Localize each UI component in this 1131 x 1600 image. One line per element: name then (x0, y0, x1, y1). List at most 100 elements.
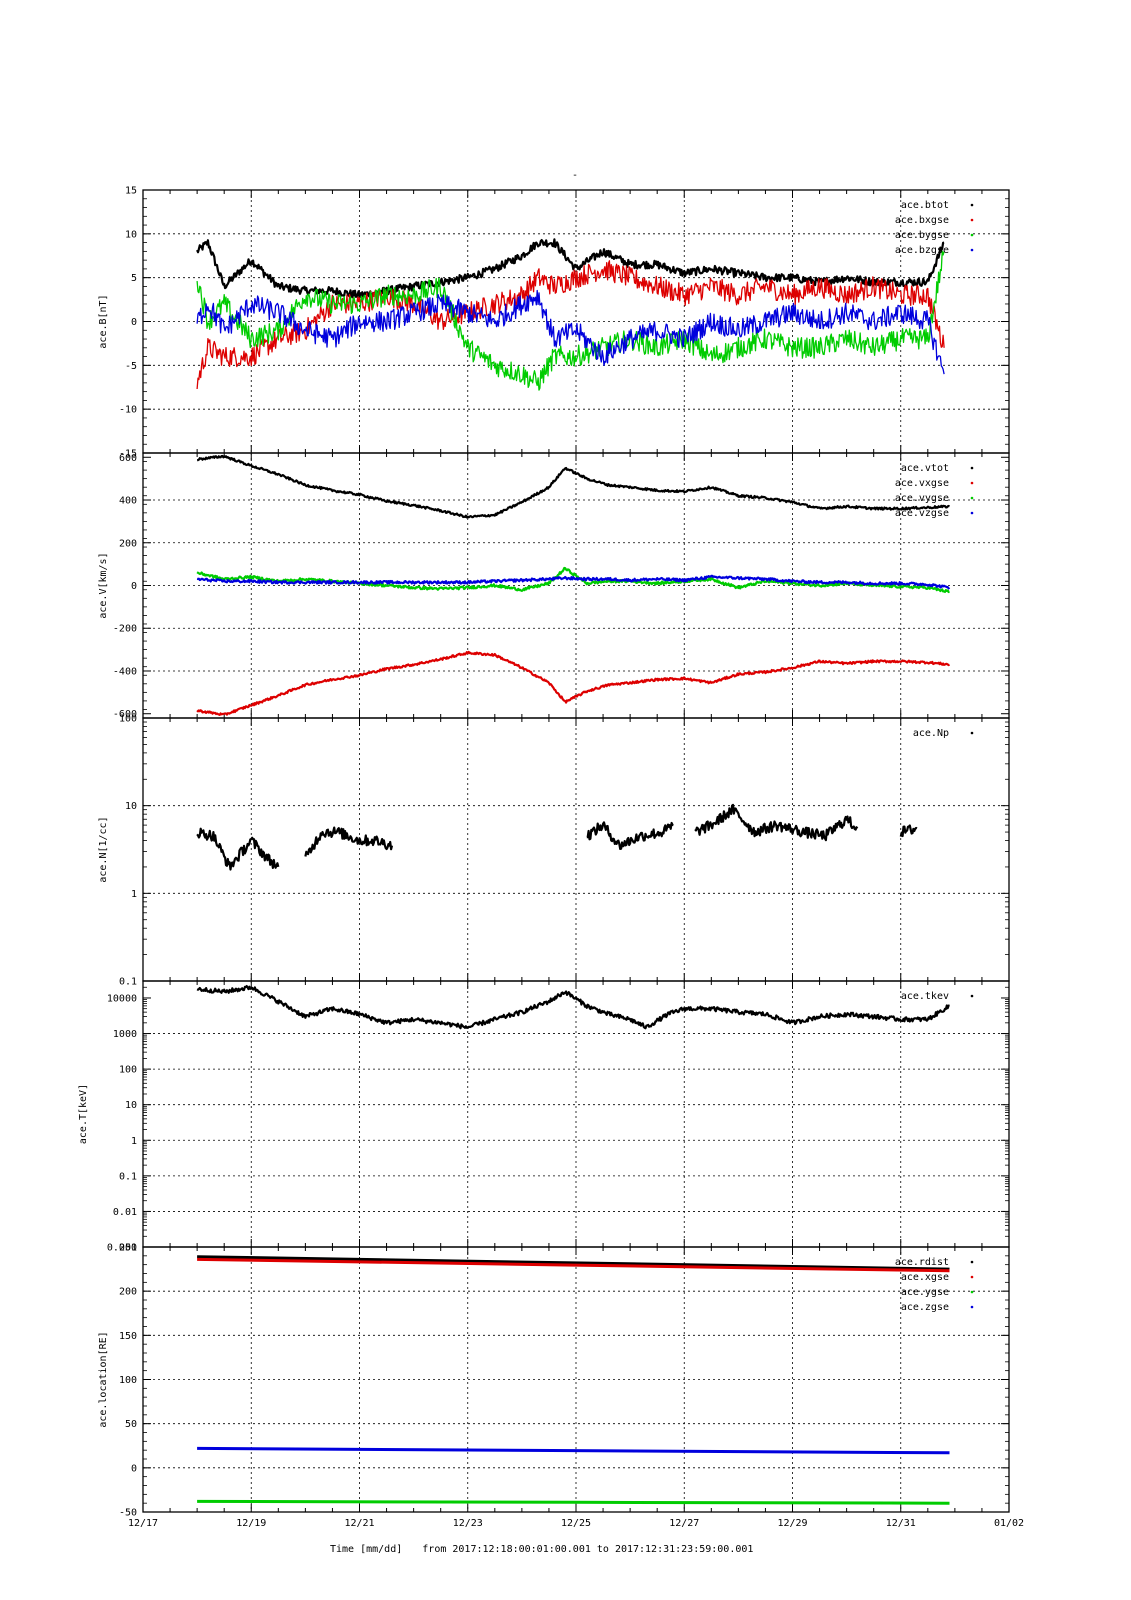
series-ace-vygse (196, 566, 950, 594)
legend-label: ace.vygse (895, 493, 949, 504)
series-line (196, 260, 945, 390)
series-line (899, 824, 918, 838)
x-tick-label: 12/21 (344, 1518, 374, 1529)
y-tick-label: 0.01 (113, 1207, 137, 1218)
y-tick-label: 10 (125, 801, 137, 812)
series-ace-zgse (197, 1446, 950, 1455)
x-tick-label: 12/27 (669, 1518, 699, 1529)
series-line (196, 985, 950, 1030)
series-line (694, 803, 859, 842)
legend-label: ace.rdist (895, 1257, 949, 1268)
series-line (197, 1255, 950, 1271)
series-ace-Np (196, 803, 918, 871)
series-line (586, 821, 674, 850)
y-tick-label: 50 (125, 1419, 137, 1430)
series-line (196, 250, 945, 391)
y-tick-label: -15 (119, 449, 137, 460)
legend-label: ace.vzgse (895, 508, 949, 519)
y-tick-label: -200 (113, 624, 137, 635)
legend-marker (970, 1290, 974, 1294)
y-tick-label: -400 (113, 666, 137, 677)
series-ace-xgse (197, 1257, 950, 1273)
y-tick-label: -5 (125, 361, 137, 372)
y-tick-label: 15 (125, 186, 137, 197)
y-axis-label: ace.T[keV] (78, 1084, 89, 1144)
x-tick-label: 12/23 (453, 1518, 483, 1529)
y-tick-label: 200 (119, 538, 137, 549)
legend-marker (970, 1260, 974, 1264)
y-tick-label: 400 (119, 496, 137, 507)
x-tick-label: 12/25 (561, 1518, 591, 1529)
y-axis-label: ace.V[km/s] (98, 552, 109, 618)
legend-label: ace.vtot (901, 463, 949, 474)
panel-3: 0.1 1 10 100 ace.N[1/cc] ace.Np (98, 714, 1010, 988)
y-tick-label: 10000 (107, 993, 137, 1004)
legend-label: ace.bxgse (895, 215, 949, 226)
y-tick-label: 1 (131, 889, 137, 900)
y-tick-label: 0 (131, 317, 137, 328)
panel-4: 0.001 0.01 0.1 1 10 100 1000 10000 ace.T[keV] ace… (78, 980, 1010, 1254)
y-tick-label: -600 (113, 709, 137, 720)
y-tick-label: -10 (119, 405, 137, 416)
legend-marker (970, 218, 974, 222)
series-line (197, 1257, 950, 1273)
series-line (196, 650, 951, 716)
legend-label: ace.btot (901, 200, 949, 211)
legend-marker (970, 203, 974, 207)
series-ace-vtot (196, 454, 950, 519)
y-tick-label: 1000 (113, 1029, 137, 1040)
y-axis-label: ace.B[nT] (98, 294, 109, 348)
y-axis-label: ace.location[RE] (98, 1331, 109, 1427)
y-tick-label: 600 (119, 453, 137, 464)
series-ace-tkev (196, 985, 950, 1030)
panel-2: -600 -400 -200 0 200 400 600 ace.V[km/s] ace.vto… (98, 452, 1010, 720)
legend-label: ace.Np (913, 728, 949, 739)
series-line (196, 566, 950, 594)
series-line (304, 826, 394, 857)
y-tick-label: 250 (119, 1243, 137, 1254)
y-tick-label: 100 (119, 714, 137, 725)
series-ace-bxgse (196, 260, 945, 390)
series-line (197, 1446, 950, 1455)
x-tick-label: 12/17 (128, 1518, 158, 1529)
legend-label: ace.bygse (895, 230, 949, 241)
legend-marker (970, 511, 974, 515)
y-tick-label: 5 (131, 273, 137, 284)
series-line (196, 574, 951, 590)
legend-marker (970, 1305, 974, 1309)
y-tick-label: 0 (131, 1463, 137, 1474)
y-tick-label: 150 (119, 1331, 137, 1342)
y-tick-label: 100 (119, 1375, 137, 1386)
y-tick-label: 0.001 (107, 1243, 137, 1254)
series-line (196, 289, 945, 375)
legend-marker (970, 994, 974, 998)
panel-5: -50 0 50 100 150 200 250 ace.location[RE] ace.rd… (98, 1243, 1024, 1530)
y-axis-label: ace.N[1/cc] (98, 816, 109, 882)
x-tick-label: 12/31 (886, 1518, 916, 1529)
legend-marker (970, 1275, 974, 1279)
y-tick-label: 200 (119, 1287, 137, 1298)
figure-title: - (572, 170, 578, 181)
x-tick-label: 12/19 (236, 1518, 266, 1529)
y-tick-label: 10 (125, 1100, 137, 1111)
legend-label: ace.ygse (901, 1287, 949, 1298)
series-ace-vxgse (196, 650, 951, 716)
legend-label: ace.vxgse (895, 478, 949, 489)
series-line (197, 1499, 950, 1505)
legend-label: ace.zgse (901, 1302, 949, 1313)
series-ace-vzgse (196, 574, 951, 590)
x-tick-label: 12/29 (777, 1518, 807, 1529)
time-range-text: from 2017:12:18:00:01:00.001 to 2017:12:… (422, 1544, 753, 1555)
series-ace-bygse (196, 250, 945, 391)
series-ace-ygse (197, 1499, 950, 1505)
legend-marker (970, 233, 974, 237)
series-ace-rdist (197, 1255, 950, 1271)
series-ace-btot (196, 238, 945, 299)
legend-marker (970, 731, 974, 735)
panel-1: -15 -10 -5 0 5 10 15 ace.B[nT] ace.btot ace.bxgse… (98, 186, 1010, 460)
x-axis-title: Time [mm/dd] (330, 1544, 402, 1555)
series-line (196, 454, 950, 519)
legend-marker (970, 481, 974, 485)
y-tick-label: 10 (125, 229, 137, 240)
x-tick-label: 01/02 (994, 1518, 1024, 1529)
